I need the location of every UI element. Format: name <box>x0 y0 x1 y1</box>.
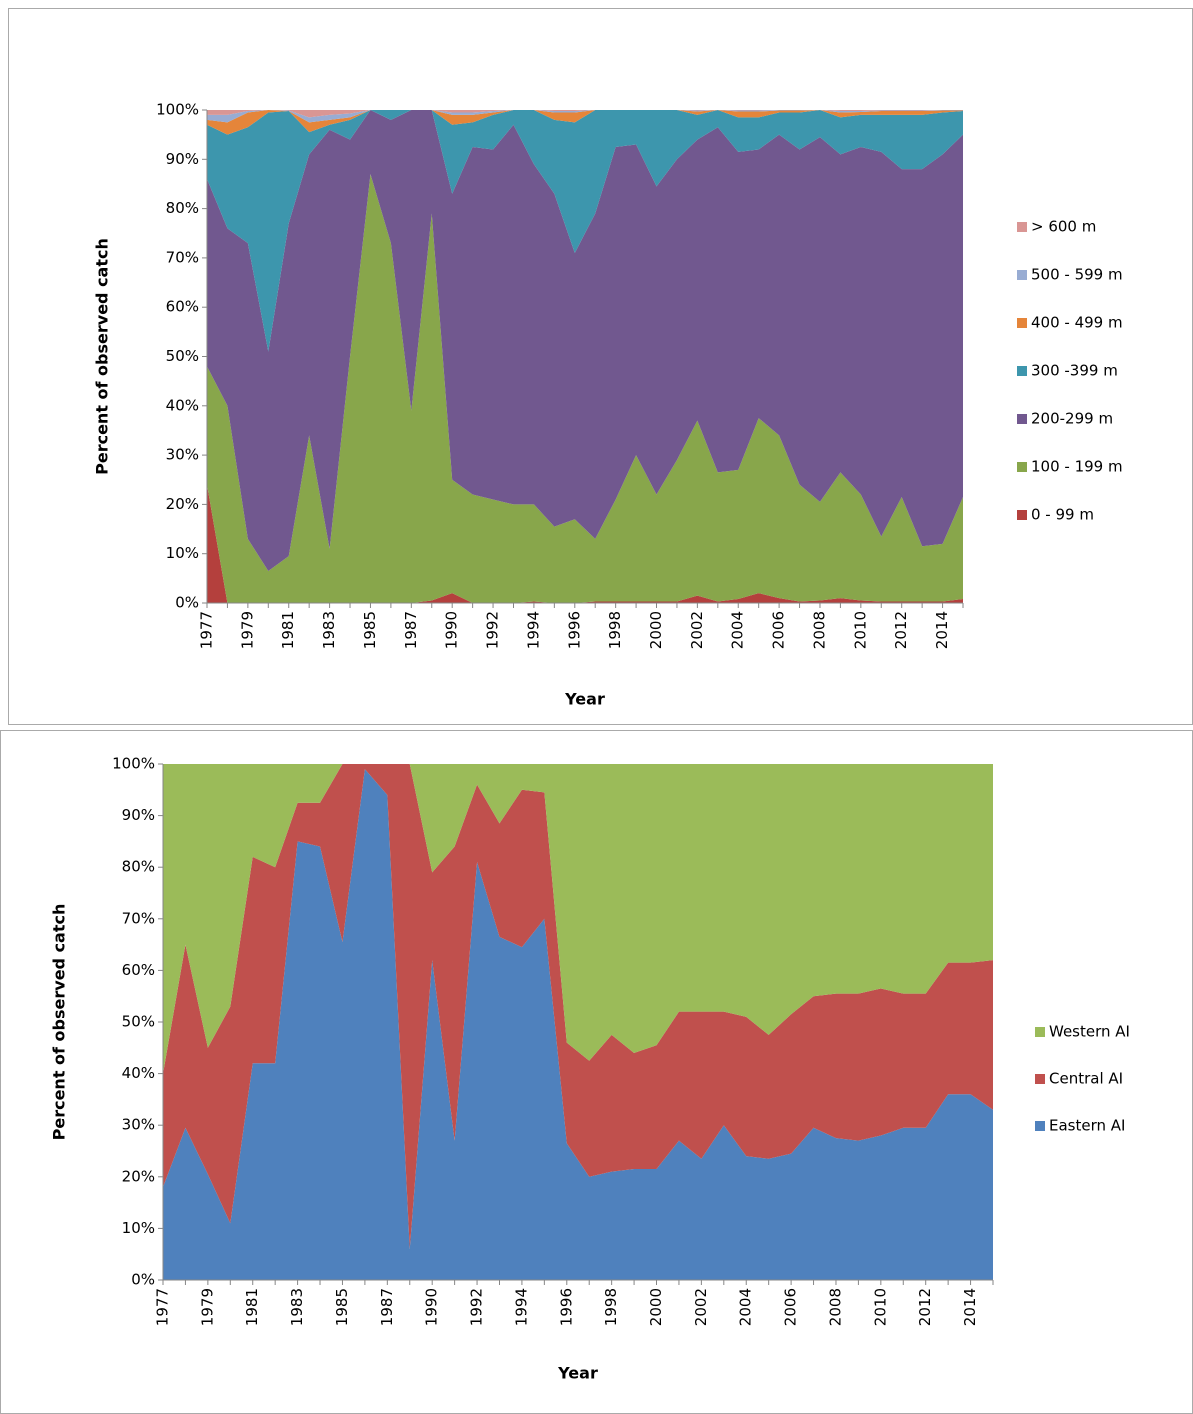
y-tick-label: 50% <box>166 347 199 365</box>
x-tick-label: 1977 <box>154 1288 172 1326</box>
x-tick-label: 1990 <box>443 611 461 649</box>
y-tick-label: 80% <box>122 858 155 876</box>
y-tick-label: 0% <box>175 594 199 612</box>
y-tick-label: 70% <box>166 248 199 266</box>
legend-label: 300 -399 m <box>1031 362 1118 380</box>
area-series <box>207 110 963 135</box>
x-axis-title: Year <box>557 1364 598 1383</box>
x-tick-label: 1981 <box>243 1288 261 1326</box>
legend-label: 200-299 m <box>1031 410 1113 428</box>
x-tick-label: 1987 <box>378 1288 396 1326</box>
y-tick-label: 40% <box>122 1064 155 1082</box>
x-tick-label: 2002 <box>688 611 706 649</box>
x-tick-label: 1983 <box>320 611 338 649</box>
legend-swatch <box>1035 1074 1045 1084</box>
x-tick-label: 1998 <box>606 611 624 649</box>
area-series <box>163 764 993 1074</box>
legend-label: > 600 m <box>1031 218 1096 236</box>
x-tick-label: 1983 <box>288 1288 306 1326</box>
x-tick-label: 1990 <box>423 1288 441 1326</box>
x-tick-label: 2004 <box>737 1288 755 1326</box>
y-tick-label: 10% <box>122 1219 155 1237</box>
legend-swatch <box>1017 222 1027 232</box>
legend-swatch <box>1017 318 1027 328</box>
x-tick-label: 1992 <box>484 611 502 649</box>
x-tick-label: 2000 <box>647 611 665 649</box>
y-tick-label: 60% <box>166 298 199 316</box>
x-tick-label: 2010 <box>871 1288 889 1326</box>
x-tick-label: 1994 <box>512 1288 530 1326</box>
x-tick-label: 1987 <box>402 611 420 649</box>
x-tick-label: 2002 <box>692 1288 710 1326</box>
legend-label: Central AI <box>1049 1070 1123 1088</box>
x-tick-label: 1985 <box>361 611 379 649</box>
legend-swatch <box>1035 1027 1045 1037</box>
area-series <box>207 110 963 352</box>
y-tick-label: 0% <box>131 1271 155 1289</box>
x-tick-label: 2006 <box>770 611 788 649</box>
x-tick-label: 1998 <box>602 1288 620 1326</box>
x-tick-label: 1985 <box>333 1288 351 1326</box>
legend-swatch <box>1035 1121 1045 1131</box>
x-tick-label: 2010 <box>851 611 869 649</box>
legend-label: 500 - 599 m <box>1031 266 1123 284</box>
y-tick-label: 30% <box>166 446 199 464</box>
y-tick-label: 90% <box>166 150 199 168</box>
y-tick-label: 10% <box>166 544 199 562</box>
x-tick-label: 2008 <box>810 611 828 649</box>
legend-swatch <box>1017 366 1027 376</box>
y-tick-label: 60% <box>122 961 155 979</box>
area-series <box>163 769 993 1280</box>
legend-swatch <box>1017 414 1027 424</box>
x-tick-label: 1992 <box>468 1288 486 1326</box>
y-tick-label: 50% <box>122 1013 155 1031</box>
legend-swatch <box>1017 462 1027 472</box>
x-axis-title: Year <box>564 690 605 709</box>
y-tick-label: 20% <box>122 1167 155 1185</box>
x-tick-label: 1996 <box>565 611 583 649</box>
x-tick-label: 1994 <box>524 611 542 649</box>
x-tick-label: 2006 <box>782 1288 800 1326</box>
legend-label: Eastern AI <box>1049 1117 1125 1135</box>
y-tick-label: 20% <box>166 495 199 513</box>
area-series <box>207 174 963 603</box>
x-tick-label: 1996 <box>557 1288 575 1326</box>
legend-swatch <box>1017 270 1027 280</box>
area-series <box>207 110 963 571</box>
y-axis-title: Percent of observed catch <box>50 904 69 1141</box>
y-tick-label: 40% <box>166 396 199 414</box>
y-tick-label: 100% <box>156 101 199 119</box>
x-tick-label: 2004 <box>729 611 747 649</box>
area-series <box>163 764 993 1250</box>
y-tick-label: 70% <box>122 909 155 927</box>
x-tick-label: 2014 <box>961 1288 979 1326</box>
x-tick-label: 2008 <box>826 1288 844 1326</box>
legend-label: Western AI <box>1049 1023 1130 1041</box>
x-tick-label: 1979 <box>198 1288 216 1326</box>
legend-label: 0 - 99 m <box>1031 506 1094 524</box>
legend-label: 100 - 199 m <box>1031 458 1123 476</box>
y-tick-label: 80% <box>166 199 199 217</box>
legend-swatch <box>1017 510 1027 520</box>
x-tick-label: 2012 <box>892 611 910 649</box>
x-tick-label: 1981 <box>279 611 297 649</box>
y-tick-label: 30% <box>122 1116 155 1134</box>
y-axis-title: Percent of observed catch <box>93 238 112 475</box>
legend-label: 400 - 499 m <box>1031 314 1123 332</box>
x-tick-label: 1979 <box>238 611 256 649</box>
y-tick-label: 100% <box>112 755 155 773</box>
y-tick-label: 90% <box>122 806 155 824</box>
x-tick-label: 2012 <box>916 1288 934 1326</box>
x-tick-label: 2014 <box>933 611 951 649</box>
x-tick-label: 2000 <box>647 1288 665 1326</box>
x-tick-label: 1977 <box>198 611 216 649</box>
